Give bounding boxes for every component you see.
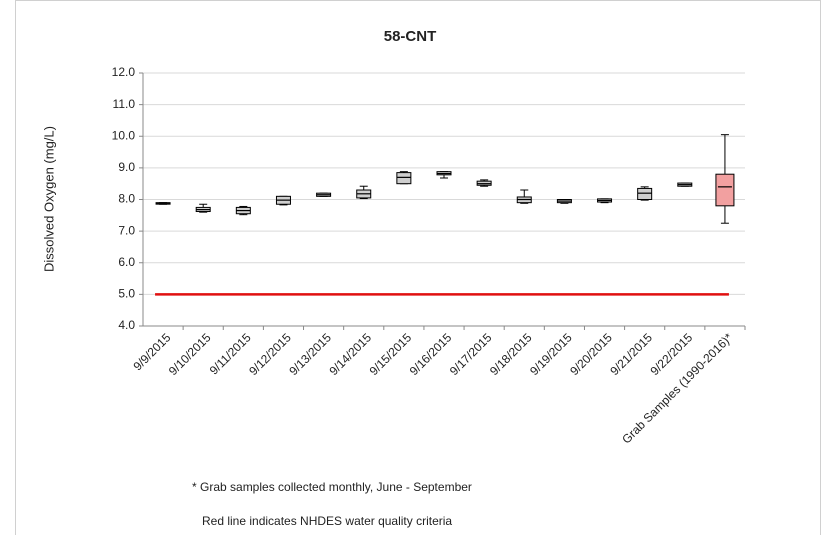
y-tick-label: 8.0 bbox=[118, 192, 135, 206]
y-axis-label: Dissolved Oxygen (mg/L) bbox=[41, 126, 56, 272]
y-tick-label: 10.0 bbox=[112, 128, 136, 142]
box bbox=[396, 172, 412, 185]
y-tick-label: 4.0 bbox=[118, 318, 135, 332]
footnote: Red line indicates NHDES water quality c… bbox=[202, 514, 452, 528]
box bbox=[715, 173, 735, 207]
y-tick-label: 9.0 bbox=[118, 160, 135, 174]
y-tick-label: 5.0 bbox=[118, 287, 135, 301]
y-tick-label: 12.0 bbox=[112, 65, 136, 79]
chart-title: 58-CNT bbox=[384, 28, 437, 45]
y-tick-label: 11.0 bbox=[113, 97, 136, 111]
box bbox=[637, 187, 653, 200]
y-tick-label: 6.0 bbox=[118, 255, 135, 269]
chart-frame bbox=[15, 0, 821, 535]
y-tick-label: 7.0 bbox=[118, 223, 135, 237]
footnote: * Grab samples collected monthly, June -… bbox=[192, 480, 472, 494]
